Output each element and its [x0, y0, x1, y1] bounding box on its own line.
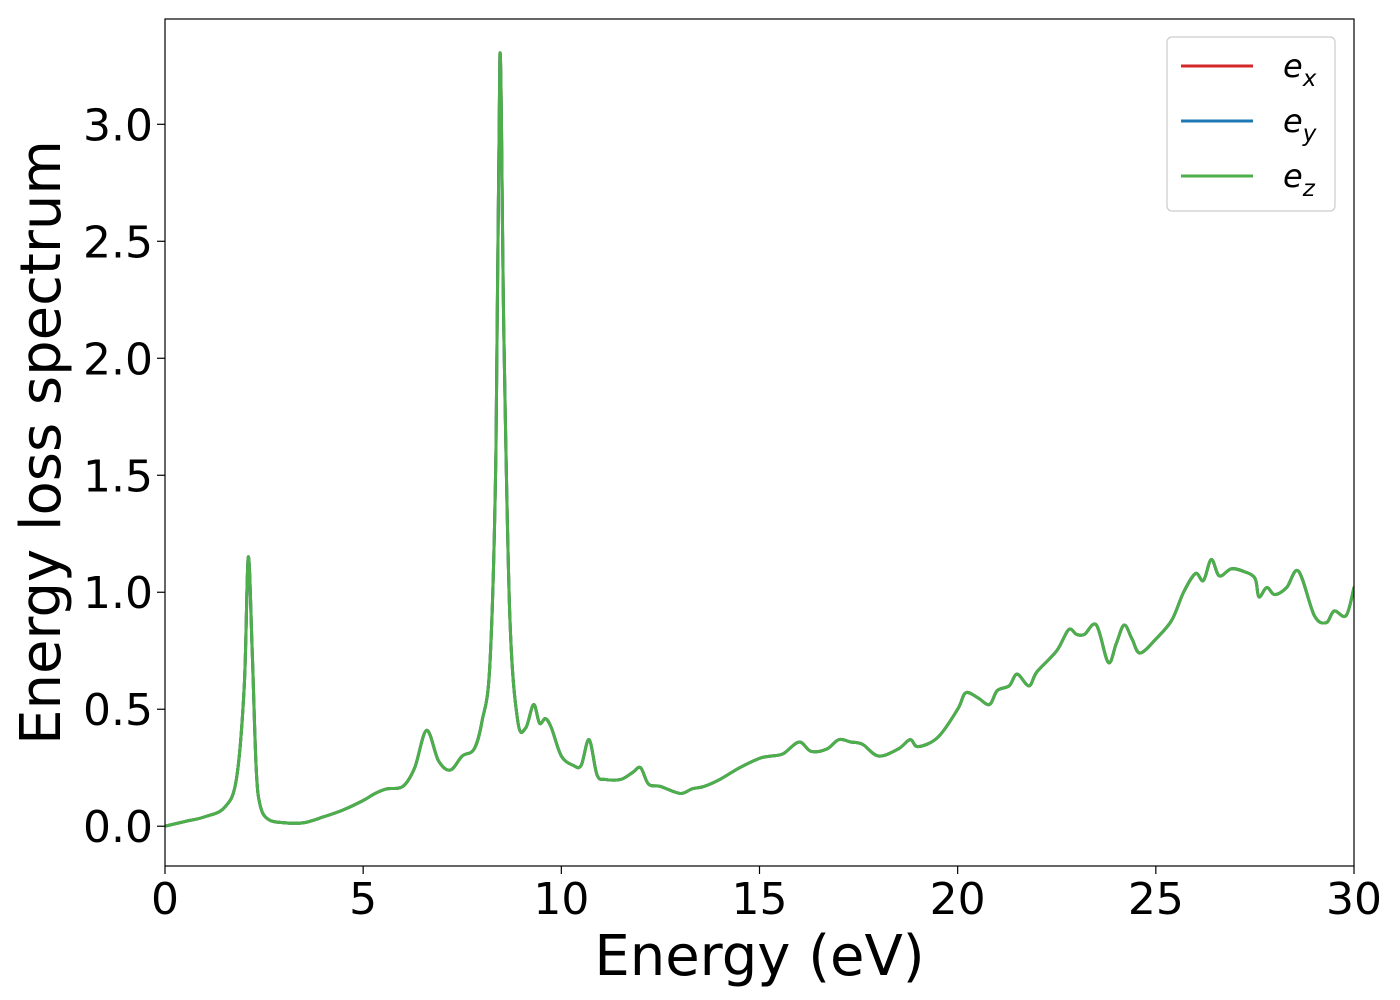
- x-tick-label: 20: [930, 874, 986, 925]
- y-tick-label: 2.0: [83, 334, 153, 385]
- x-tick-label: 30: [1326, 874, 1382, 925]
- series-layer: [165, 51, 1354, 828]
- x-tick-label: 25: [1128, 874, 1184, 925]
- legend-label-ez: ez: [1283, 157, 1316, 202]
- y-tick-label: 2.5: [83, 217, 153, 268]
- x-tick-label: 15: [732, 874, 788, 925]
- y-tick-label: 0.0: [83, 802, 153, 853]
- x-tick-label: 0: [151, 874, 179, 925]
- y-tick-label: 1.0: [83, 568, 153, 619]
- x-tick-label: 5: [349, 874, 377, 925]
- x-axis-label: Energy (eV): [594, 924, 924, 989]
- legend-box: [1166, 36, 1336, 212]
- legend-label-ey: ey: [1283, 102, 1317, 147]
- y-tick-label: 1.5: [83, 451, 153, 502]
- legend-label-ex: ex: [1283, 47, 1317, 92]
- series-line-ez: [165, 51, 1354, 828]
- x-tick-label: 10: [533, 874, 589, 925]
- y-tick-label: 3.0: [83, 100, 153, 151]
- y-axis-ticks: 0.0 0.5 1.0 1.5 2.0 2.5 3.0: [83, 100, 165, 853]
- y-tick-label: 0.5: [83, 685, 153, 736]
- legend: ex ey ez: [1166, 36, 1336, 212]
- x-axis-ticks: 0 5 10 15 20 25 30: [151, 866, 1382, 925]
- y-axis-label: Energy loss spectrum: [9, 140, 74, 745]
